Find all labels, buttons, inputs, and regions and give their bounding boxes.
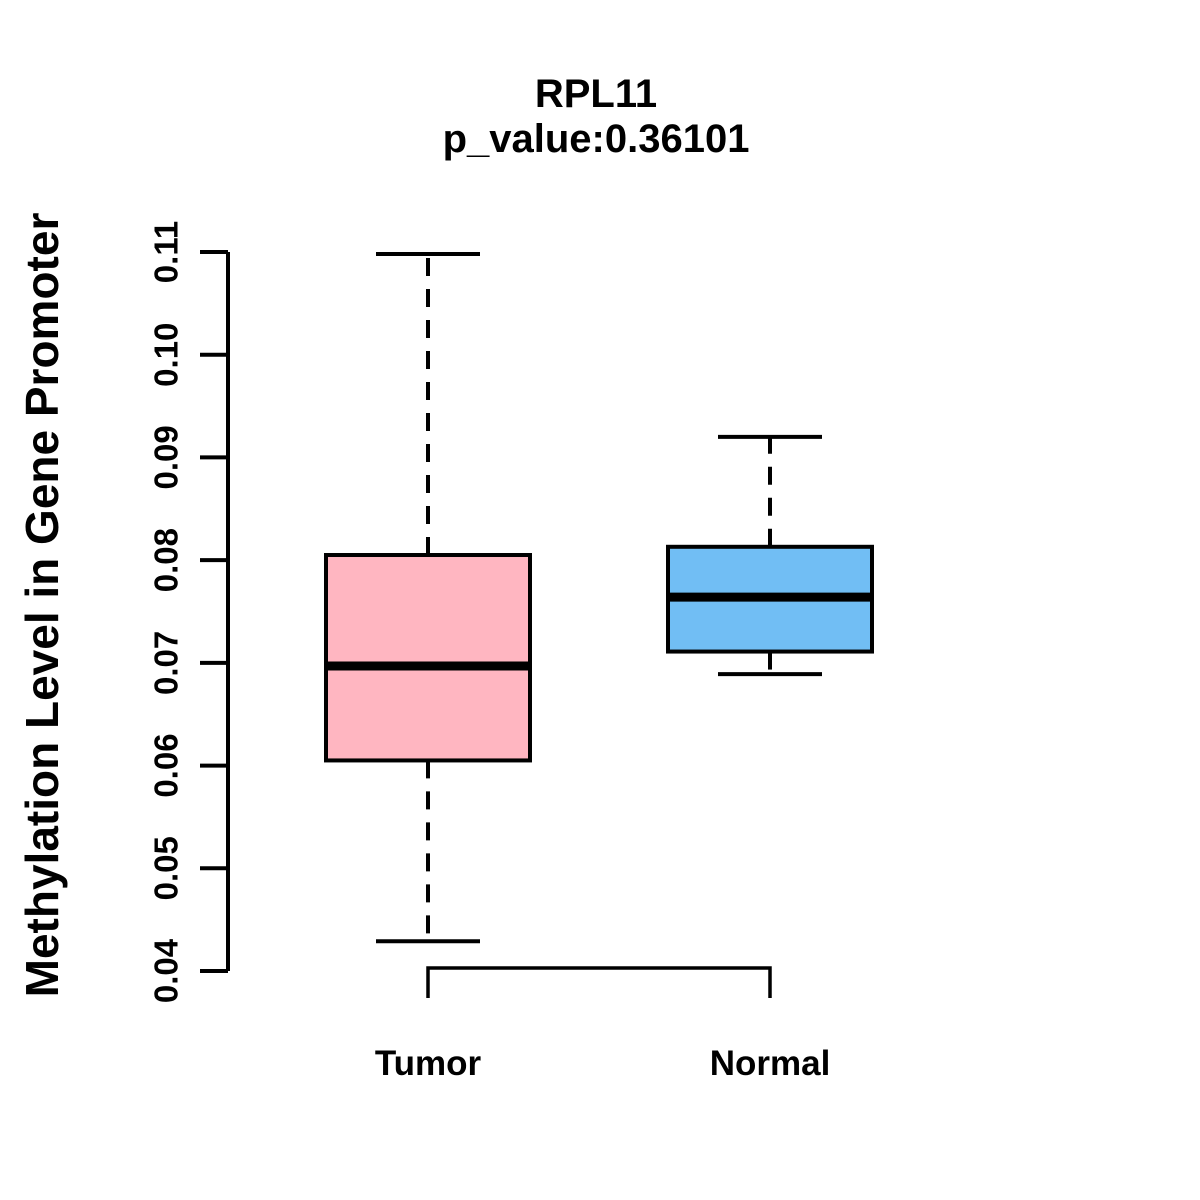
y-tick-label: 0.11 — [148, 221, 185, 283]
chart-subtitle: p_value:0.36101 — [443, 117, 750, 161]
y-tick-label: 0.06 — [148, 733, 185, 797]
y-tick-label: 0.05 — [148, 836, 185, 900]
tumor-box — [324, 553, 532, 763]
y-tick-label: 0.08 — [148, 528, 185, 592]
x-axis-bracket — [426, 966, 772, 998]
y-tick-label: 0.07 — [148, 631, 185, 695]
y-tick-label: 0.10 — [148, 323, 185, 387]
y-tick-label: 0.04 — [148, 938, 185, 1003]
chart-title: RPL11 — [535, 72, 657, 116]
y-tick-label: 0.09 — [148, 425, 185, 489]
box-group — [324, 252, 874, 944]
x-category-label-normal: Normal — [710, 1044, 831, 1083]
y-axis-title: Methylation Level in Gene Promoter — [16, 213, 68, 998]
x-category-label-tumor: Tumor — [375, 1044, 482, 1083]
y-axis: 0.11 0.10 0.09 0.08 0.07 0.06 0.05 0.04 — [148, 221, 230, 1003]
x-axis: Tumor Normal — [375, 966, 831, 1083]
